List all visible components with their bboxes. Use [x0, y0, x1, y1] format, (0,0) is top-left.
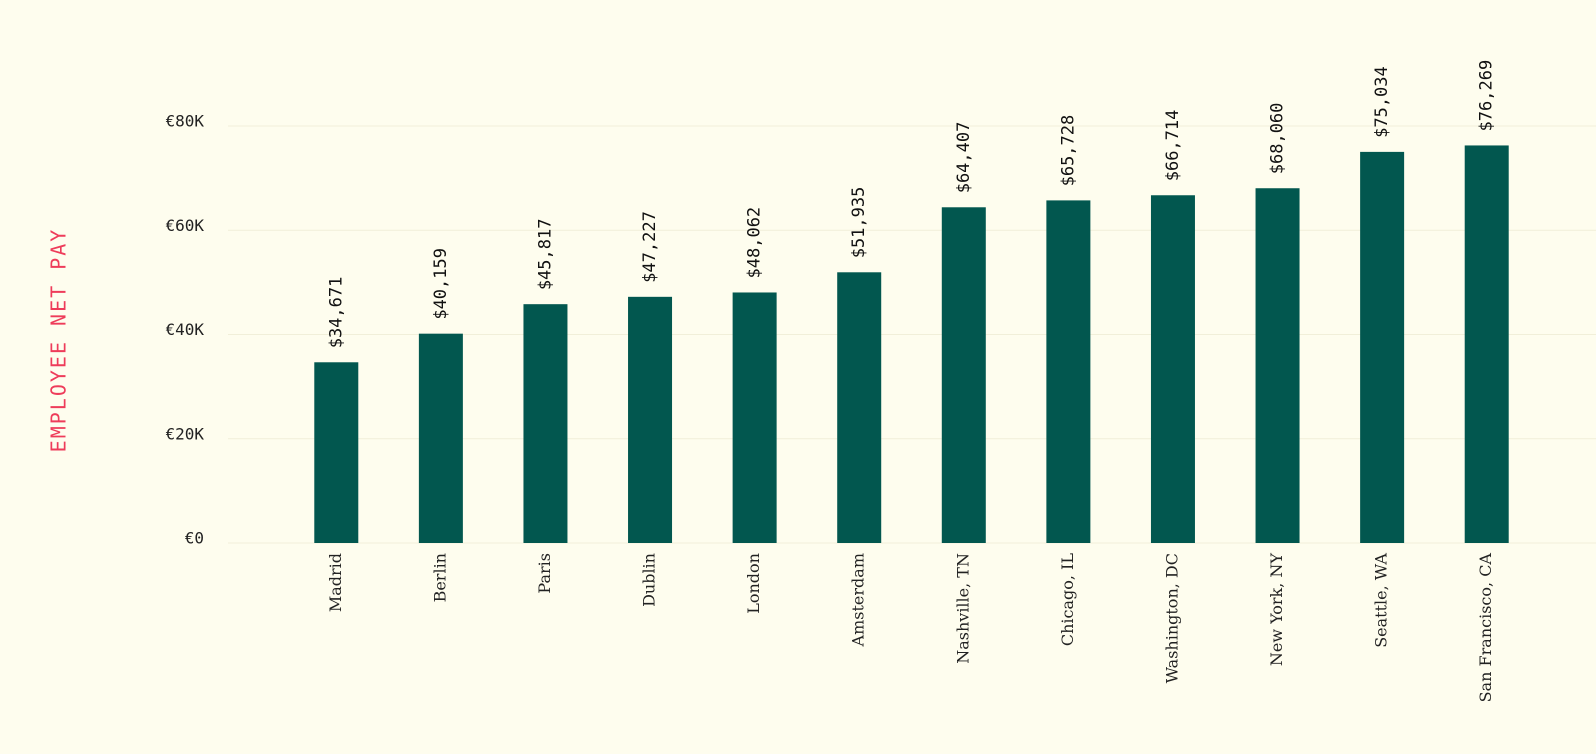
bar — [314, 362, 359, 543]
bar — [523, 304, 568, 543]
value-label: $64,407 — [954, 122, 974, 194]
value-label: $76,269 — [1477, 60, 1497, 132]
value-label: $68,060 — [1268, 103, 1288, 175]
x-tick-label: Dublin — [640, 553, 659, 607]
y-tick-label: €20K — [165, 424, 204, 443]
value-label: $45,817 — [535, 219, 555, 291]
x-tick-label: Nashville, TN — [953, 553, 972, 664]
bar — [837, 272, 882, 543]
x-tick-label: Washington, DC — [1162, 553, 1181, 683]
bar — [628, 296, 673, 543]
bar — [941, 207, 986, 544]
y-tick-label: €60K — [165, 216, 204, 235]
x-tick-label: Seattle, WA — [1372, 553, 1391, 648]
x-tick-label: New York, NY — [1267, 553, 1286, 667]
y-axis-title: EMPLOYEE NET PAY — [47, 228, 71, 453]
x-tick-label: Paris — [535, 553, 554, 594]
x-tick-label: Berlin — [430, 553, 449, 602]
value-label: $48,062 — [745, 207, 765, 279]
value-label: $51,935 — [849, 187, 869, 259]
bar — [1046, 200, 1091, 543]
value-label: $47,227 — [640, 211, 660, 283]
x-tick-label: Madrid — [326, 553, 345, 612]
bar — [418, 333, 463, 543]
y-tick-label: €80K — [165, 112, 204, 131]
value-label: $75,034 — [1372, 66, 1392, 138]
x-tick-label: Amsterdam — [849, 553, 868, 647]
bar — [1360, 151, 1405, 544]
bar — [732, 292, 777, 543]
value-label: $40,159 — [431, 248, 451, 320]
value-label: $34,671 — [326, 277, 346, 349]
y-tick-label: €0 — [185, 529, 204, 548]
bar — [1150, 195, 1195, 543]
bar — [1255, 188, 1300, 543]
x-tick-label: London — [744, 553, 763, 614]
x-tick-label: Chicago, IL — [1058, 553, 1077, 647]
y-tick-label: €40K — [165, 320, 204, 339]
x-tick-label: San Francisco, CA — [1476, 553, 1495, 703]
value-label: $66,714 — [1163, 110, 1183, 182]
value-label: $65,728 — [1058, 115, 1078, 187]
bar — [1464, 145, 1509, 544]
